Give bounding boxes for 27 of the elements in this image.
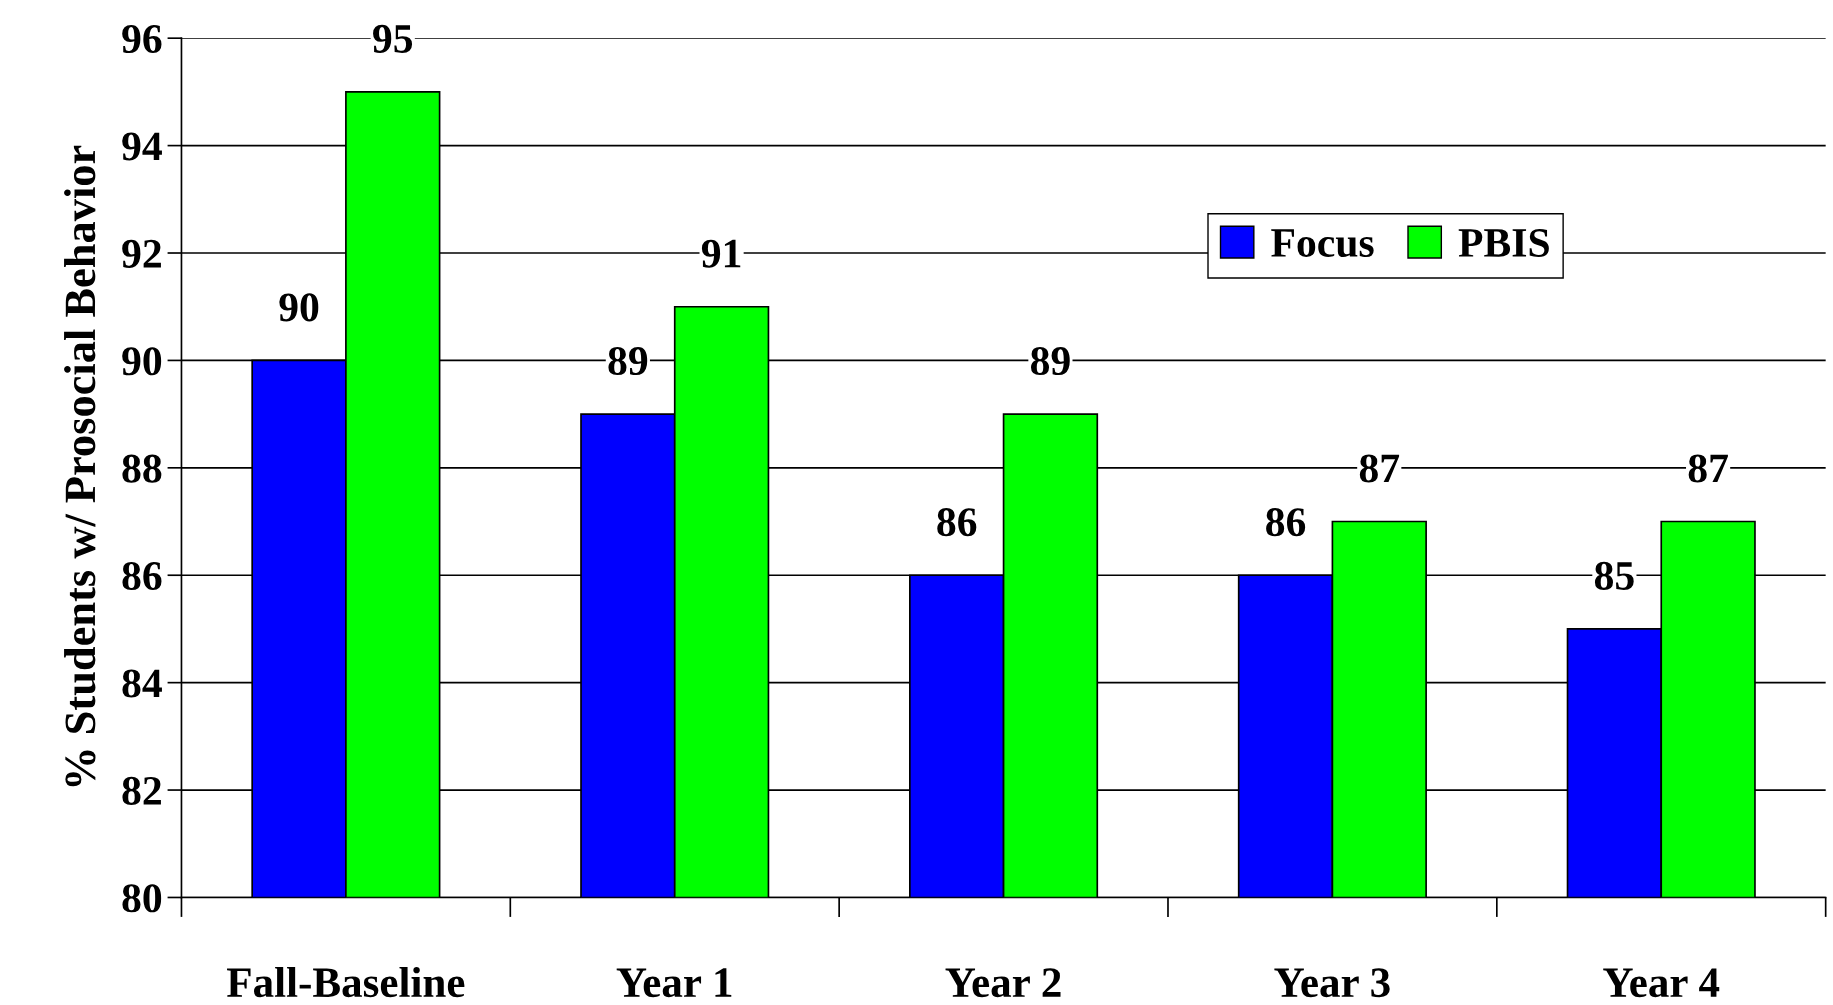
data-label: 90 bbox=[279, 293, 319, 322]
data-label: 91 bbox=[701, 239, 741, 268]
legend-label: Focus bbox=[1271, 229, 1374, 258]
x-tick-label: Year 3 bbox=[1274, 968, 1390, 998]
y-tick-label: 84 bbox=[122, 669, 162, 698]
x-tick-label: Year 2 bbox=[945, 968, 1061, 998]
data-label: 89 bbox=[608, 346, 648, 376]
x-tick-label: Year 1 bbox=[616, 968, 732, 998]
x-tick-label: Year 4 bbox=[1603, 968, 1720, 998]
y-tick-label: 90 bbox=[122, 347, 162, 376]
data-label: 89 bbox=[1030, 346, 1070, 376]
y-tick-label: 82 bbox=[122, 776, 161, 805]
y-axis-title: % Students w/ Prosocial Behavior bbox=[64, 145, 96, 787]
y-tick-label: 96 bbox=[122, 25, 162, 54]
y-tick-label: 94 bbox=[122, 132, 162, 161]
y-tick-label: 88 bbox=[122, 454, 162, 483]
legend-label: PBIS bbox=[1458, 229, 1549, 258]
data-label: 95 bbox=[373, 24, 413, 53]
data-label: 86 bbox=[937, 508, 977, 537]
data-label: 87 bbox=[1359, 454, 1400, 483]
data-label: 87 bbox=[1688, 454, 1728, 483]
data-label: 86 bbox=[1266, 508, 1306, 537]
y-tick-label: 86 bbox=[122, 561, 162, 591]
data-label: 85 bbox=[1594, 561, 1634, 590]
y-tick-label: 80 bbox=[122, 884, 162, 913]
x-tick-label: Fall-Baseline bbox=[227, 966, 465, 998]
y-tick-label: 92 bbox=[122, 239, 161, 268]
